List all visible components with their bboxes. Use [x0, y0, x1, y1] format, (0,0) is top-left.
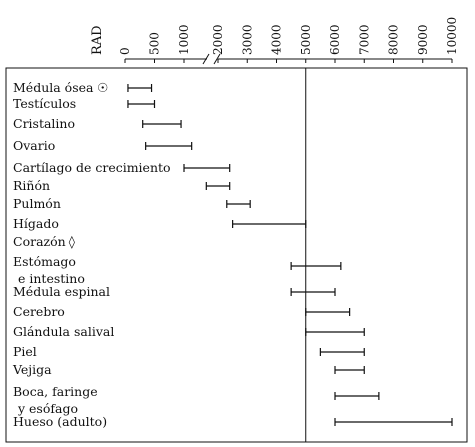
plot-frame [5, 67, 468, 443]
row-label: Cartílago de crecimiento [13, 160, 171, 175]
x-tick-label: 2000 [211, 24, 225, 55]
x-tick-label: 9000 [416, 24, 430, 55]
x-tick-label: 7000 [357, 24, 371, 55]
row-label: e intestino [18, 271, 85, 286]
row-marker-icon: ☉ [97, 80, 108, 95]
row-label: Hígado [13, 216, 59, 231]
axis-label-rad: RAD [90, 25, 105, 55]
x-tick-label: 0 [118, 47, 132, 55]
row-label: Cristalino [13, 116, 75, 131]
row-label: Médula ósea [13, 80, 94, 95]
row-label: Corazón [13, 234, 66, 249]
x-tick-label: 500 [148, 32, 162, 55]
x-tick-label: 5000 [299, 24, 313, 55]
row-label: Médula espinal [13, 284, 110, 299]
x-tick-label: 6000 [328, 24, 342, 55]
row-label: Piel [13, 344, 37, 359]
row-label: Vejiga [12, 362, 52, 377]
row-label: Riñón [13, 178, 50, 193]
x-tick-label: 1000 [177, 24, 191, 55]
row-label: y esófago [17, 401, 78, 416]
row-label: Testículos [13, 96, 76, 111]
x-tick-label: 3000 [240, 24, 254, 55]
row-label: Cerebro [13, 304, 65, 319]
row-label: Glándula salival [13, 324, 114, 339]
axis-break-mark-1 [202, 53, 210, 65]
x-tick-label: 8000 [387, 24, 401, 55]
row-label: Ovario [13, 138, 55, 153]
row-label: Hueso (adulto) [13, 414, 107, 429]
axis-break-mark-2 [213, 53, 221, 65]
row-marker-icon: ◊ [69, 234, 76, 249]
x-tick-label: 10000 [445, 17, 459, 55]
row-label: Boca, faringe [13, 384, 98, 399]
row-label: Estómago [13, 254, 76, 269]
x-tick-label: 4000 [270, 24, 284, 55]
row-label: Pulmón [13, 196, 61, 211]
